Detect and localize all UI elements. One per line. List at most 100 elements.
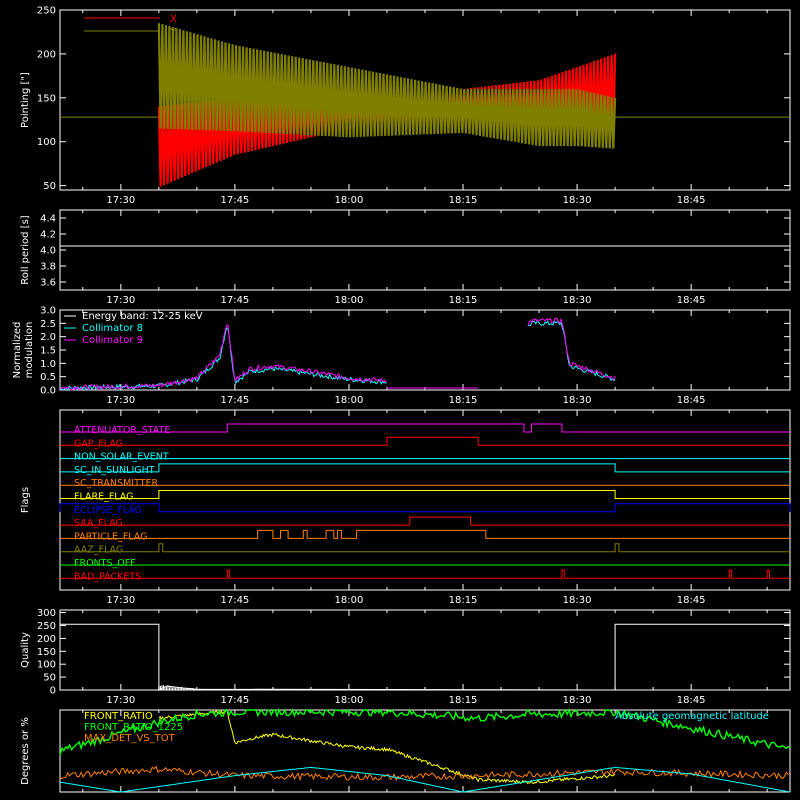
y-tick-label: 200 — [37, 634, 56, 645]
y-tick-label: 300 — [37, 608, 56, 619]
pointing-series-y — [157, 23, 617, 149]
x-tick-label: 18:00 — [335, 295, 364, 306]
y-tick-label: 100 — [37, 660, 56, 671]
y-tick-label: 150 — [37, 93, 56, 104]
flag-label-attenuator-state: ATTENUATOR_STATE — [74, 425, 170, 436]
flag-label-flare-flag: FLARE_FLAG — [74, 492, 134, 503]
ratios-legend-label: FRONT_RATIO_1225 — [84, 722, 183, 733]
modulation-legend-label: Collimator 8 — [82, 323, 143, 334]
modulation-panel-frame — [59, 309, 791, 391]
ratios-series-absolute-geomagnetic-latitude — [59, 766, 791, 793]
x-tick-label: 18:15 — [449, 295, 478, 306]
x-tick-label: 18:15 — [449, 195, 478, 206]
quality-line — [60, 623, 790, 691]
flags-y-axis-label: Flags — [20, 487, 31, 513]
y-tick-label: 100 — [37, 137, 56, 148]
flag-label-fronts-off: FRONTS_OFF — [74, 558, 136, 569]
x-tick-label: 17:45 — [220, 595, 249, 606]
flag-line-attenuator-state — [60, 423, 790, 433]
x-tick-label: 18:45 — [677, 295, 706, 306]
modulation-legend-label: Energy band: 12-25 keV — [82, 311, 203, 322]
x-tick-label: 18:00 — [335, 695, 364, 706]
ratios-series-front-ratio — [158, 709, 616, 785]
x-tick-label: 18:30 — [563, 195, 592, 206]
y-tick-label: 0.5 — [40, 372, 56, 383]
geomag-annotation: Absolute geomagnetic latitude — [615, 711, 769, 722]
flag-line-sc-in-sunlight — [60, 463, 790, 473]
x-tick-label: 18:30 — [563, 695, 592, 706]
y-tick-label: 2.0 — [40, 332, 56, 343]
x-tick-label: 18:15 — [449, 695, 478, 706]
modulation-y-axis-label: Normalized — [12, 322, 23, 379]
flag-line-saa-flag — [60, 516, 790, 526]
y-tick-label: 250 — [37, 6, 56, 17]
modulation-series-collimator9 — [527, 317, 616, 381]
y-tick-label: 1.5 — [40, 346, 56, 357]
y-tick-label: 150 — [37, 647, 56, 658]
flag-label-sc-transmitter: SC_TRANSMITTER — [74, 478, 159, 489]
modulation-series-collimator8 — [527, 320, 616, 382]
x-tick-label: 17:45 — [220, 395, 249, 406]
x-tick-label: 18:30 — [563, 395, 592, 406]
flag-line-gap-flag — [60, 436, 790, 446]
x-tick-label: 18:45 — [677, 695, 706, 706]
x-tick-label: 17:45 — [220, 695, 249, 706]
legend-label-y: Y — [169, 27, 177, 38]
ratios-legend-label: FRONT_RATIO — [84, 711, 153, 722]
ratios-series-max-det-vs-tot — [59, 765, 791, 782]
flag-label-non-solar-event: NON_SOLAR_EVENT — [74, 452, 169, 463]
flag-label-aaz-flag: AAZ_FLAG — [74, 545, 123, 556]
flag-line-eclipse-flag — [59, 503, 791, 513]
y-tick-label: 3.6 — [40, 278, 56, 289]
flag-label-eclipse-flag: ECLIPSE_FLAG — [74, 505, 142, 516]
flag-label-saa-flag: SAA_FLAG — [74, 518, 123, 529]
x-tick-label: 18:00 — [335, 195, 364, 206]
modulation-legend-label: Collimator 9 — [82, 335, 143, 346]
modulation-series-collimator9 — [59, 324, 387, 391]
x-tick-label: 18:30 — [563, 295, 592, 306]
x-tick-label: 18:15 — [449, 395, 478, 406]
y-tick-label: 250 — [37, 621, 56, 632]
flag-label-particle-flag: PARTICLE_FLAG — [74, 531, 147, 542]
roll-y-axis-label: Roll period [s] — [20, 215, 31, 284]
flag-line-flare-flag — [60, 490, 790, 499]
y-tick-label: 0 — [50, 686, 56, 697]
y-tick-label: 4.4 — [40, 214, 56, 225]
ratios-legend-label: MAX_DET_VS_TOT — [84, 733, 176, 744]
pointing-y-axis-label: Pointing ["] — [20, 72, 31, 128]
x-tick-label: 18:15 — [449, 595, 478, 606]
x-tick-label: 17:45 — [220, 295, 249, 306]
x-tick-label: 17:30 — [106, 195, 135, 206]
y-tick-label: 50 — [43, 181, 56, 192]
y-tick-label: 2.5 — [40, 319, 56, 330]
x-tick-label: 18:00 — [335, 395, 364, 406]
x-tick-label: 18:45 — [677, 195, 706, 206]
quality-panel-frame — [59, 609, 791, 691]
flag-label-sc-in-sunlight: SC_IN_SUNLIGHT — [74, 465, 155, 476]
flag-label-gap-flag: GAP_FLAG — [74, 438, 123, 449]
y-tick-label: 3.0 — [40, 306, 56, 317]
quality-y-axis-label: Quality — [20, 632, 31, 668]
roll-panel-frame — [59, 209, 791, 291]
x-tick-label: 18:00 — [335, 595, 364, 606]
y-tick-label: 1.0 — [40, 359, 56, 370]
legend-label-x: X — [170, 14, 177, 25]
y-tick-label: 200 — [37, 49, 56, 60]
y-tick-label: 4.2 — [40, 230, 56, 241]
x-tick-label: 18:30 — [563, 595, 592, 606]
flag-label-bad-packets: BAD_PACKETS — [74, 571, 141, 582]
modulation-y-axis-label: modulation — [24, 322, 35, 379]
ratios-y-axis-label: Degrees or % — [20, 717, 31, 785]
flag-line-particle-flag — [60, 529, 790, 539]
x-tick-label: 17:30 — [106, 395, 135, 406]
y-tick-label: 3.8 — [40, 262, 56, 273]
y-tick-label: 0.0 — [40, 386, 56, 397]
y-tick-label: 50 — [43, 673, 56, 684]
x-tick-label: 17:45 — [220, 195, 249, 206]
x-tick-label: 17:30 — [106, 295, 135, 306]
x-tick-label: 17:30 — [106, 695, 135, 706]
x-tick-label: 17:30 — [106, 595, 135, 606]
flag-line-bad-packets — [60, 569, 790, 579]
flag-line-aaz-flag — [60, 543, 790, 553]
